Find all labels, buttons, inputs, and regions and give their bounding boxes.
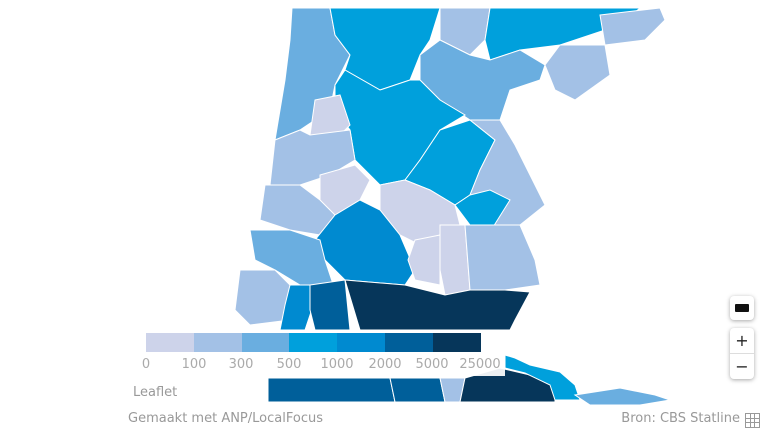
leaflet-attribution[interactable]: Leaflet: [133, 385, 178, 400]
legend-tick: 25000: [459, 357, 501, 372]
legend-swatch: [193, 333, 242, 352]
region[interactable]: [407, 234, 441, 286]
zoom-in-button[interactable]: +: [735, 331, 749, 350]
legend: 0 100 300 500 1000 2000 5000 25000: [140, 330, 505, 376]
source-credit: Bron: CBS Statline: [621, 411, 740, 426]
legend-tick: 5000: [415, 357, 449, 372]
legend-swatch: [146, 333, 194, 352]
region[interactable]: [464, 224, 541, 291]
legend-swatch: [241, 333, 290, 352]
region[interactable]: [389, 377, 446, 403]
legend-tick: 2000: [368, 357, 402, 372]
legend-color-bar: [146, 333, 481, 352]
region[interactable]: [234, 269, 291, 326]
legend-tick: 1000: [320, 357, 354, 372]
region[interactable]: [599, 7, 666, 46]
zoom-out-button[interactable]: −: [730, 353, 754, 379]
legend-swatch: [337, 333, 385, 352]
made-with-credit[interactable]: Gemaakt met ANP/LocalFocus: [128, 411, 323, 426]
region[interactable]: [267, 377, 396, 403]
legend-swatch: [289, 333, 338, 352]
legend-tick: 500: [276, 357, 302, 372]
keyboard-button[interactable]: [730, 296, 754, 320]
map-regions: [234, 7, 671, 406]
region[interactable]: [309, 279, 351, 331]
region[interactable]: [544, 44, 611, 101]
keyboard-icon: [735, 304, 749, 312]
region[interactable]: [439, 7, 491, 56]
region[interactable]: [573, 387, 671, 406]
region[interactable]: [504, 354, 581, 401]
legend-swatch: [432, 333, 481, 352]
legend-tick: 0: [141, 357, 151, 372]
zoom-control: + −: [730, 328, 754, 379]
legend-swatch: [384, 333, 433, 352]
table-icon[interactable]: [745, 413, 760, 428]
source-text: Bron: CBS Statline: [621, 411, 740, 426]
legend-tick: 300: [228, 357, 254, 372]
legend-tick: 100: [181, 357, 207, 372]
